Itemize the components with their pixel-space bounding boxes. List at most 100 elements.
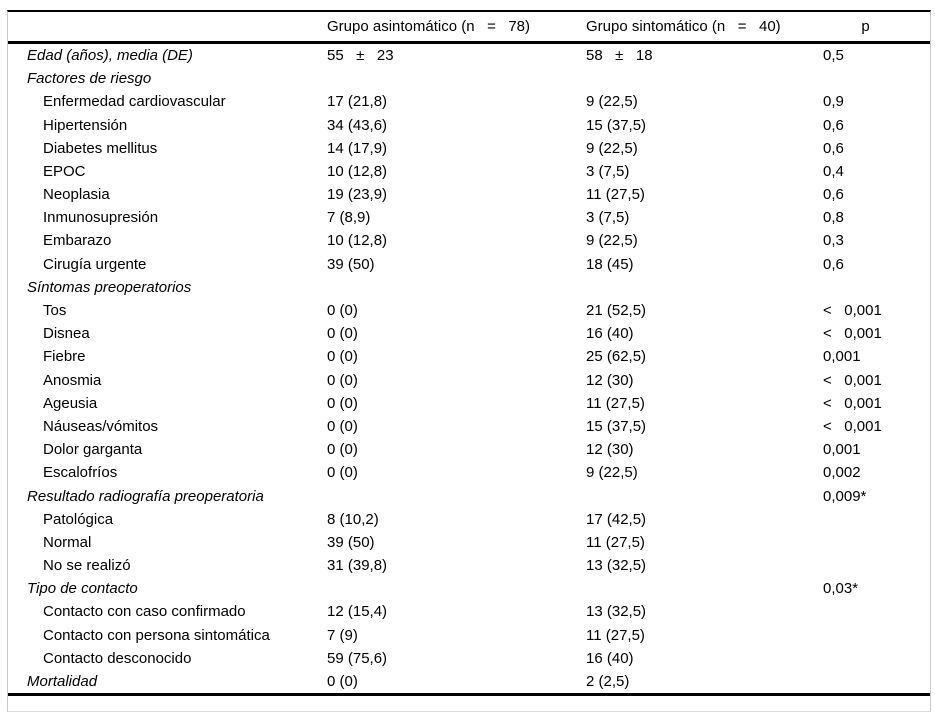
- row-label: Hipertensión: [43, 116, 128, 134]
- row-label: No se realizó: [43, 557, 131, 575]
- clinical-comparison-table: Grupo asintomático (n = 78) Grupo sintom…: [7, 10, 931, 712]
- cell-symptomatic: 18 (45): [586, 255, 634, 273]
- row-label: Embarazo: [43, 232, 112, 250]
- table-row: Contacto con persona sintomática 7 (9) 1…: [8, 624, 930, 647]
- row-label: Disnea: [43, 325, 90, 343]
- row-label: Anosmia: [43, 371, 102, 389]
- table-row: Hipertensión 34 (43,6) 15 (37,5) 0,6: [8, 114, 930, 137]
- cell-asymptomatic: 10 (12,8): [327, 232, 388, 250]
- table-row: Contacto desconocido 59 (75,6) 16 (40): [8, 647, 930, 670]
- row-label: EPOC: [43, 162, 86, 180]
- table-row: No se realizó 31 (39,8) 13 (32,5): [8, 554, 930, 577]
- cell-symptomatic: 25 (62,5): [586, 348, 647, 366]
- table-row: Cirugía urgente 39 (50) 18 (45) 0,6: [8, 253, 930, 276]
- cell-asymptomatic: 39 (50): [327, 533, 375, 551]
- row-label: Fiebre: [43, 348, 86, 366]
- cell-symptomatic: 15 (37,5): [586, 116, 647, 134]
- cell-symptomatic: 13 (32,5): [586, 603, 647, 621]
- cell-symptomatic: 9 (22,5): [586, 232, 638, 250]
- cell-asymptomatic: 0 (0): [327, 441, 358, 459]
- cell-p: 0,6: [823, 116, 844, 134]
- cell-asymptomatic: 0 (0): [327, 417, 358, 435]
- cell-asymptomatic: 19 (23,9): [327, 186, 388, 204]
- cell-p: 0,6: [823, 186, 844, 204]
- cell-p: 0,6: [823, 139, 844, 157]
- cell-p: 0,6: [823, 255, 844, 273]
- table-row: Resultado radiografía preoperatoria 0,00…: [8, 485, 930, 508]
- row-label: Mortalidad: [27, 673, 98, 691]
- table-row: Dolor garganta 0 (0) 12 (30) 0,001: [8, 438, 930, 461]
- cell-p: < 0,001: [823, 325, 882, 343]
- cell-symptomatic: 11 (27,5): [586, 533, 645, 551]
- table-row: Fiebre 0 (0) 25 (62,5) 0,001: [8, 345, 930, 368]
- cell-p: 0,5: [823, 46, 844, 64]
- cell-asymptomatic: 7 (8,9): [327, 209, 371, 227]
- table-row: Náuseas/vómitos 0 (0) 15 (37,5) < 0,001: [8, 415, 930, 438]
- row-label: Cirugía urgente: [43, 255, 147, 273]
- cell-symptomatic: 9 (22,5): [586, 139, 638, 157]
- cell-p: 0,03*: [823, 580, 859, 598]
- table-row: Patológica 8 (10,2) 17 (42,5): [8, 508, 930, 531]
- cell-symptomatic: 12 (30): [586, 441, 634, 459]
- cell-asymptomatic: 0 (0): [327, 325, 358, 343]
- row-label: Resultado radiografía preoperatoria: [27, 487, 264, 505]
- table-row: Ageusia 0 (0) 11 (27,5) < 0,001: [8, 392, 930, 415]
- row-label: Ageusia: [43, 394, 98, 412]
- table-row: Síntomas preoperatorios: [8, 276, 930, 299]
- cell-asymptomatic: 0 (0): [327, 673, 358, 691]
- cell-p: 0,3: [823, 232, 844, 250]
- cell-symptomatic: 12 (30): [586, 371, 634, 389]
- table-bottom-rule: [8, 693, 930, 697]
- row-label: Dolor garganta: [43, 441, 143, 459]
- cell-symptomatic: 16 (40): [586, 649, 634, 667]
- table-row: Contacto con caso confirmado 12 (15,4) 1…: [8, 601, 930, 624]
- cell-symptomatic: 11 (27,5): [586, 626, 645, 644]
- row-label: Factores de riesgo: [27, 70, 152, 88]
- row-label: Diabetes mellitus: [43, 139, 158, 157]
- cell-asymptomatic: 0 (0): [327, 394, 358, 412]
- table-row: Normal 39 (50) 11 (27,5): [8, 531, 930, 554]
- cell-symptomatic: 3 (7,5): [586, 209, 630, 227]
- cell-symptomatic: 21 (52,5): [586, 302, 647, 320]
- row-label: Edad (años), media (DE): [27, 46, 193, 64]
- cell-asymptomatic: 59 (75,6): [327, 649, 388, 667]
- table-row: Anosmia 0 (0) 12 (30) < 0,001: [8, 369, 930, 392]
- cell-p: 0,9: [823, 93, 844, 111]
- table-row: Neoplasia 19 (23,9) 11 (27,5) 0,6: [8, 183, 930, 206]
- cell-p: < 0,001: [823, 302, 882, 320]
- row-label: Patológica: [43, 510, 114, 528]
- row-label: Escalofríos: [43, 464, 118, 482]
- table-row: Factores de riesgo: [8, 67, 930, 90]
- row-label: Contacto con persona sintomática: [43, 626, 270, 644]
- row-label: Tos: [43, 302, 67, 320]
- cell-p: < 0,001: [823, 394, 882, 412]
- cell-asymptomatic: 39 (50): [327, 255, 375, 273]
- cell-asymptomatic: 0 (0): [327, 302, 358, 320]
- cell-asymptomatic: 0 (0): [327, 348, 358, 366]
- header-col-symptomatic-group: Grupo sintomático (n = 40): [586, 17, 781, 35]
- table-row: Mortalidad 0 (0) 2 (2,5): [8, 670, 930, 693]
- cell-p: 0,001: [823, 441, 861, 459]
- table-row: Edad (años), media (DE) 55 ± 23 58 ± 18 …: [8, 44, 930, 67]
- table-row: Tipo de contacto 0,03*: [8, 577, 930, 600]
- header-col-p-value: p: [861, 17, 870, 35]
- cell-symptomatic: 11 (27,5): [586, 186, 645, 204]
- cell-asymptomatic: 17 (21,8): [327, 93, 388, 111]
- row-label: Náuseas/vómitos: [43, 417, 159, 435]
- cell-p: 0,009*: [823, 487, 867, 505]
- cell-symptomatic: 2 (2,5): [586, 673, 630, 691]
- table-body: Edad (años), media (DE) 55 ± 23 58 ± 18 …: [8, 44, 930, 693]
- table-row: Diabetes mellitus 14 (17,9) 9 (22,5) 0,6: [8, 137, 930, 160]
- table-row: Enfermedad cardiovascular 17 (21,8) 9 (2…: [8, 90, 930, 113]
- cell-symptomatic: 16 (40): [586, 325, 634, 343]
- cell-asymptomatic: 0 (0): [327, 371, 358, 389]
- cell-asymptomatic: 10 (12,8): [327, 162, 388, 180]
- cell-symptomatic: 3 (7,5): [586, 162, 630, 180]
- row-label: Contacto con caso confirmado: [43, 603, 246, 621]
- cell-symptomatic: 15 (37,5): [586, 417, 647, 435]
- table-row: Disnea 0 (0) 16 (40) < 0,001: [8, 322, 930, 345]
- cell-asymptomatic: 0 (0): [327, 464, 358, 482]
- table-row: Escalofríos 0 (0) 9 (22,5) 0,002: [8, 461, 930, 484]
- cell-p: 0,002: [823, 464, 861, 482]
- cell-symptomatic: 9 (22,5): [586, 464, 638, 482]
